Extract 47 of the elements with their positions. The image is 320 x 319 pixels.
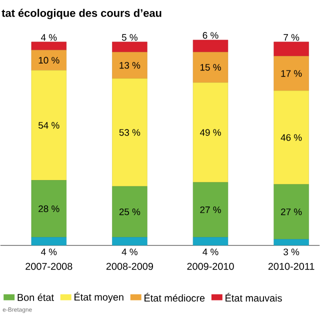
- bar: [112, 52, 148, 79]
- bar: [112, 186, 148, 238]
- legend-label: Bon état: [18, 293, 54, 301]
- data-label: 15 %: [200, 64, 221, 71]
- bar: [112, 78, 148, 186]
- bar: [192, 82, 228, 182]
- data-label: 27 %: [200, 206, 221, 214]
- bar: [192, 52, 228, 83]
- data-label: 27 %: [281, 208, 302, 216]
- data-label: 25 %: [119, 208, 140, 216]
- data-label: 10 %: [38, 56, 60, 64]
- x-tick-label: 2008-2009: [106, 262, 153, 270]
- x-tick-label: 2009-2010: [187, 262, 234, 270]
- bar: [274, 90, 309, 184]
- bar: [192, 40, 228, 52]
- data-label: 13 %: [120, 62, 140, 69]
- data-label: 49 %: [200, 129, 221, 136]
- bar: [112, 237, 148, 246]
- legend-label: État mauvais: [226, 292, 282, 302]
- data-label: 54 %: [38, 122, 60, 129]
- data-label: 4 %: [122, 248, 138, 256]
- bar: [31, 50, 66, 70]
- bar: [112, 42, 148, 52]
- bar: [274, 184, 309, 240]
- bar: [274, 56, 309, 91]
- data-label: 4 %: [40, 248, 57, 256]
- legend-label: État médiocre: [144, 292, 205, 302]
- data-label: 17 %: [281, 70, 302, 77]
- bar: [31, 70, 66, 180]
- data-label: 6 %: [202, 32, 218, 39]
- bar: [274, 42, 309, 56]
- bar: [31, 237, 66, 246]
- data-label: 46 %: [280, 134, 302, 141]
- data-label: 53 %: [119, 129, 140, 136]
- x-tick-label: 2007-2008: [26, 262, 72, 270]
- x-tick-label: 2010-2011: [268, 262, 314, 270]
- chart-title: tat écologique des cours d’eau: [2, 8, 162, 20]
- data-label: 5 %: [122, 34, 138, 41]
- data-label: 7 %: [284, 34, 300, 41]
- data-label: 4 %: [202, 248, 218, 256]
- data-label: 28 %: [38, 205, 60, 212]
- data-label: 4 %: [40, 34, 57, 41]
- bar: [192, 182, 228, 238]
- legend-label: État moyen: [74, 292, 124, 302]
- bar: [193, 237, 228, 246]
- bar: [31, 180, 66, 238]
- data-label: 3 %: [284, 248, 300, 256]
